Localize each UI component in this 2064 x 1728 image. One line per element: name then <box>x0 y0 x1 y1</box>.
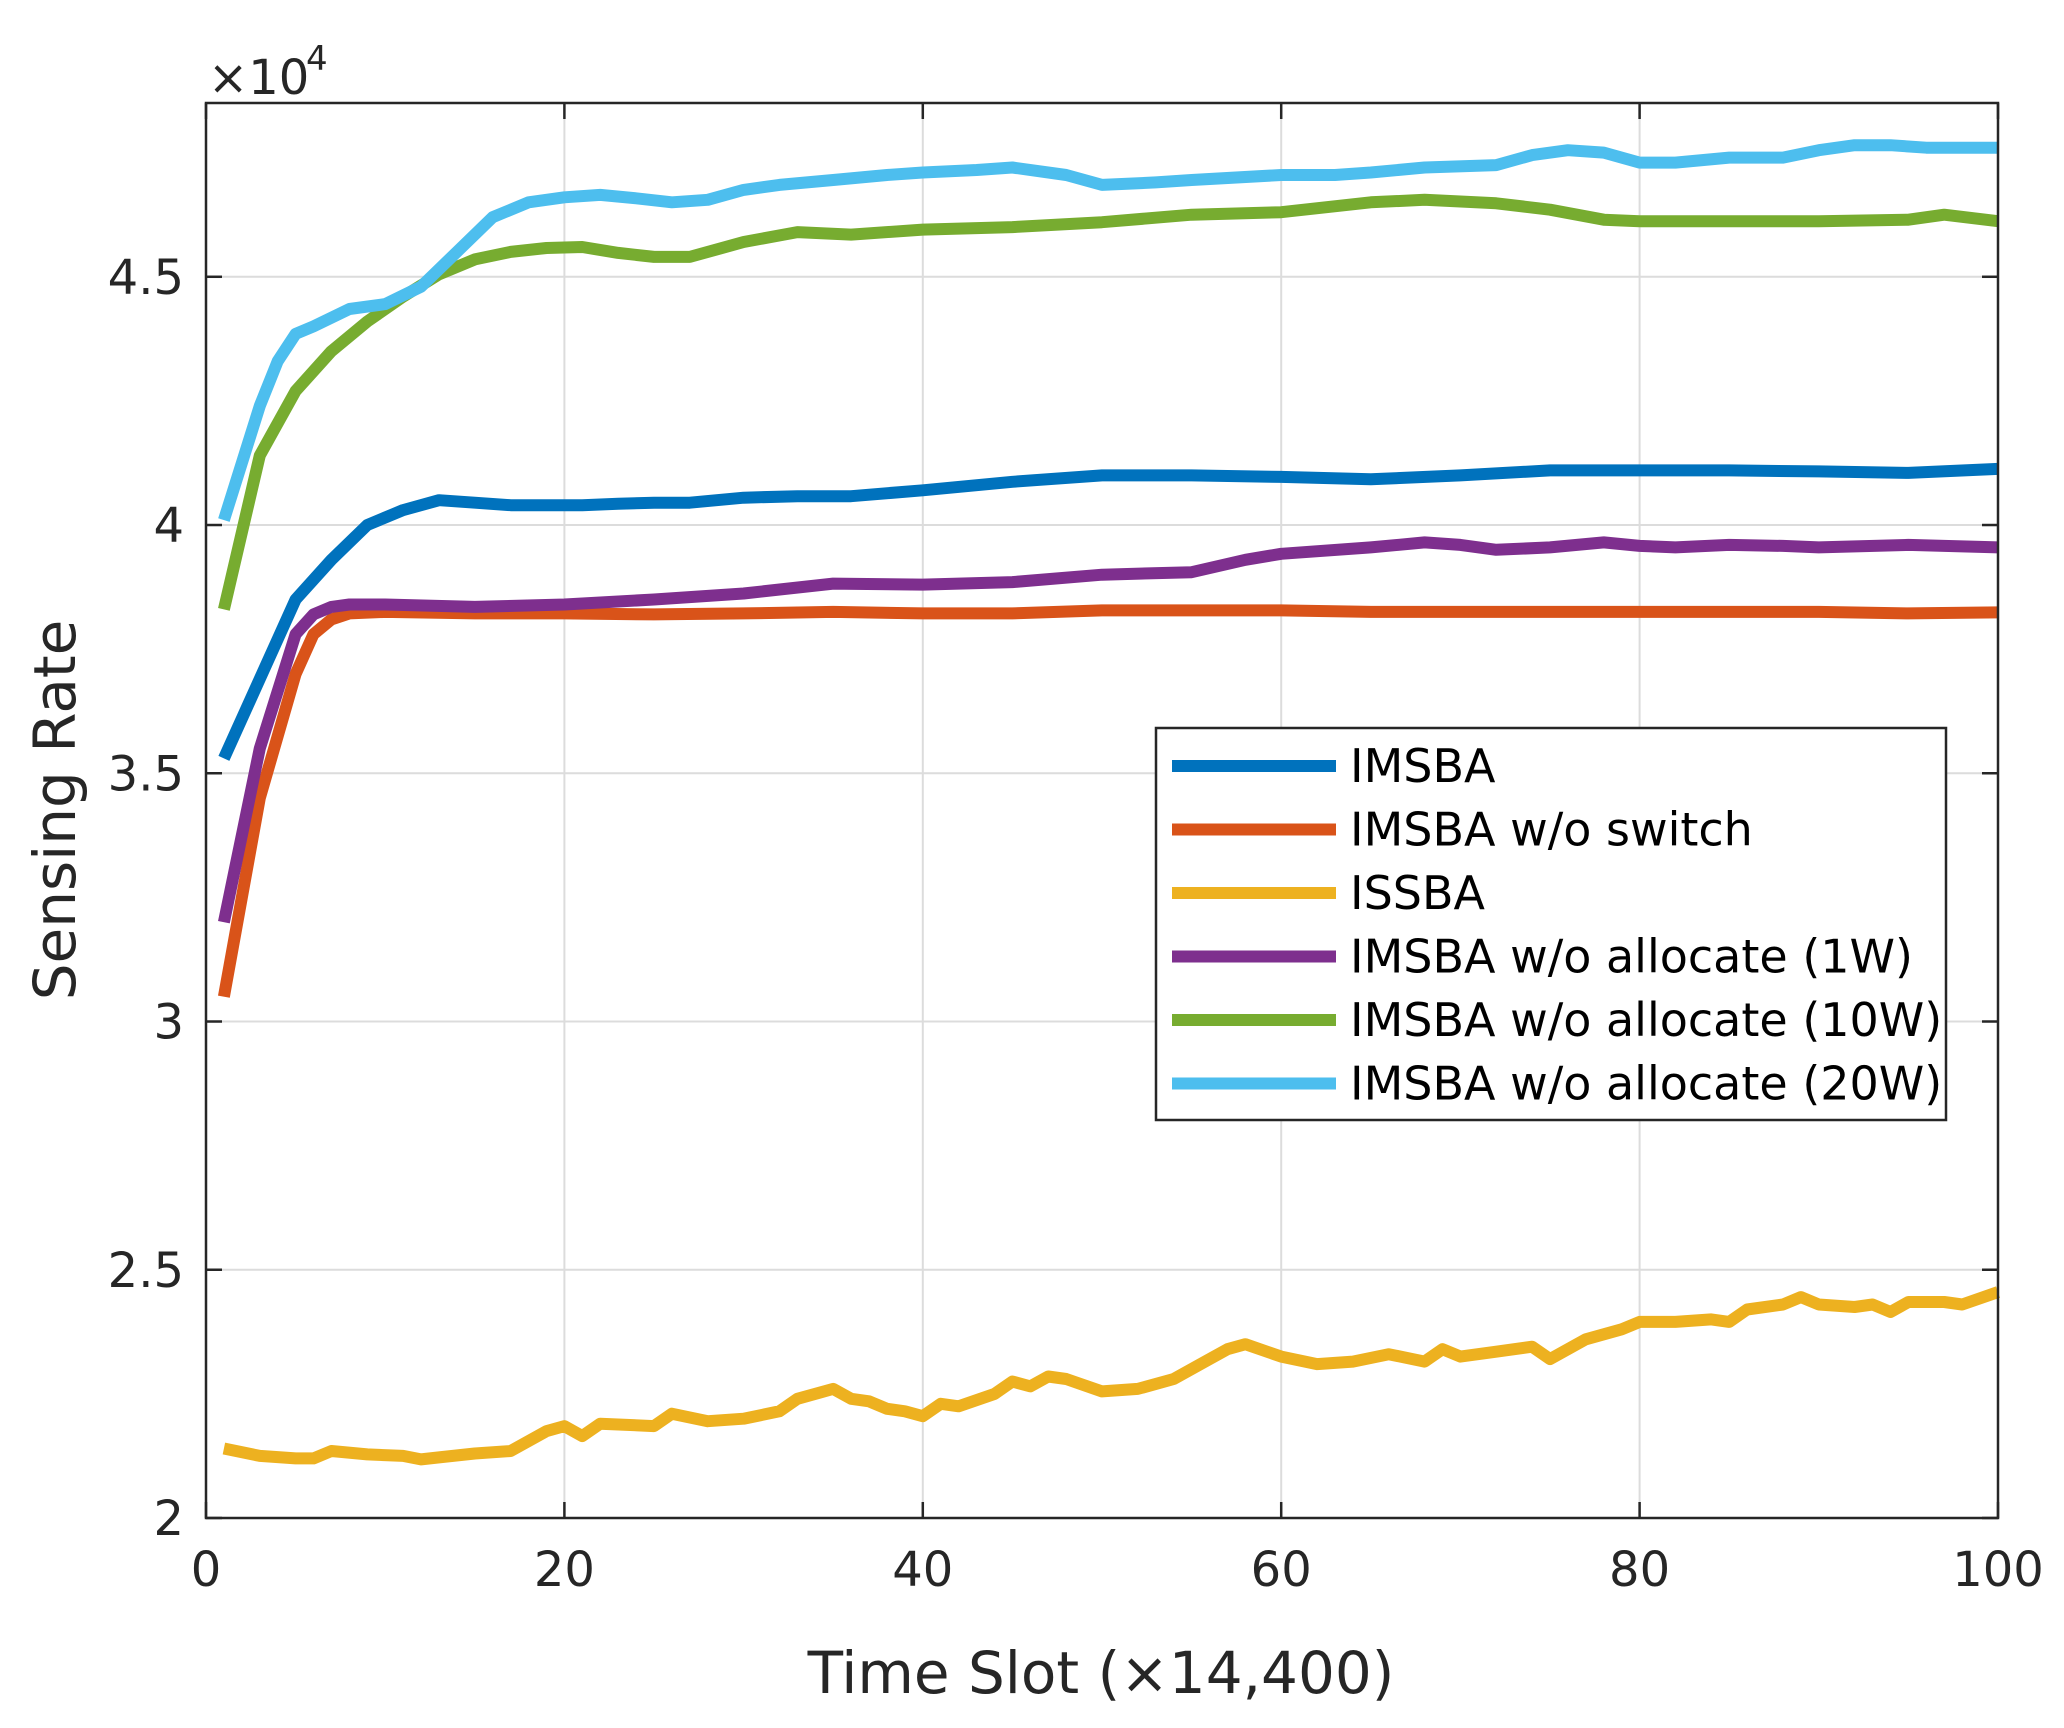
y-multiplier: ×10 4 <box>208 39 328 106</box>
x-tick-label: 0 <box>191 1542 222 1598</box>
series-lines <box>217 139 2000 1466</box>
y-multiplier-exponent: 4 <box>306 39 328 79</box>
x-tick-label: 80 <box>1609 1542 1670 1598</box>
x-axis-label: Time Slot (×14,400) <box>807 1639 1395 1707</box>
legend-label-5: IMSBA w/o allocate (20W) <box>1350 1057 1942 1111</box>
series-line-3 <box>218 536 1999 924</box>
legend-label-4: IMSBA w/o allocate (10W) <box>1350 993 1942 1047</box>
tick-labels: 0 20 40 60 80 100 2 2.5 3 3.5 4 4.5 <box>108 250 2044 1598</box>
x-tick-label: 20 <box>534 1542 595 1598</box>
plot-box <box>204 101 2000 1520</box>
series-line-5 <box>218 139 1998 522</box>
legend-box <box>1154 726 1948 1122</box>
series-line-0 <box>218 462 1999 761</box>
legend-label-3: IMSBA w/o allocate (1W) <box>1350 930 1913 984</box>
y-tick-label: 4 <box>153 498 184 554</box>
y-multiplier-base: ×10 <box>208 50 309 106</box>
y-tick-label: 2.5 <box>108 1243 184 1299</box>
x-tick-label: 40 <box>892 1542 953 1598</box>
series-line-1 <box>217 604 1999 998</box>
series-line-2 <box>222 1286 2000 1466</box>
x-tick-label: 100 <box>1952 1542 2044 1598</box>
axis-ticks <box>204 103 2000 1520</box>
legend-label-0: IMSBA <box>1350 739 1496 793</box>
y-tick-label: 2 <box>153 1491 184 1547</box>
legend: IMSBA IMSBA w/o switch ISSBA IMSBA w/o allo… <box>1154 726 1948 1122</box>
y-axis-label: Sensing Rate <box>21 620 89 1001</box>
y-tick-label: 3 <box>153 995 184 1051</box>
legend-label-1: IMSBA w/o switch <box>1350 803 1753 857</box>
y-tick-label: 4.5 <box>108 250 184 306</box>
x-tick-label: 60 <box>1251 1542 1312 1598</box>
legend-label-2: ISSBA <box>1350 866 1486 920</box>
y-tick-label: 3.5 <box>108 746 184 802</box>
